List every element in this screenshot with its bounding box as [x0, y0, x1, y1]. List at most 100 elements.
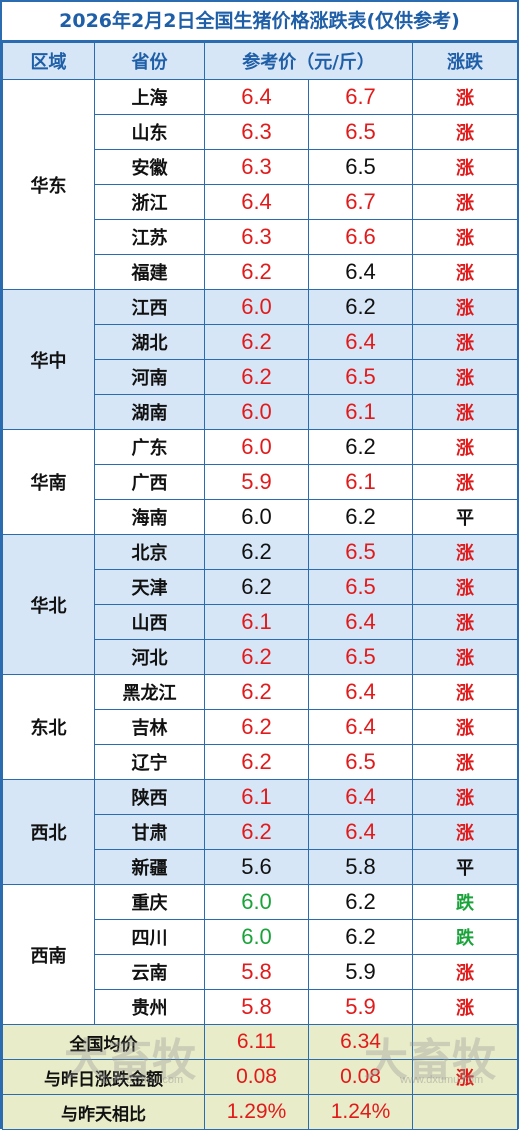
table-row: 湖南 6.0 6.1 涨 — [3, 394, 519, 430]
trend-cell: 涨 — [412, 149, 519, 185]
summary-row: 与昨日涨跌金额 0.08 0.08 涨 — [2, 1059, 519, 1095]
trend-cell: 涨 — [412, 114, 519, 150]
summary-trend — [412, 1094, 519, 1130]
trend-cell: 涨 — [412, 569, 519, 605]
price-cell-1: 6.2 — [204, 709, 309, 745]
summary-label: 与昨日涨跌金额 — [2, 1059, 205, 1095]
price-cell-1: 6.0 — [204, 499, 309, 535]
province-cell: 陕西 — [94, 779, 205, 815]
table-row: 湖北 6.2 6.4 涨 — [3, 324, 519, 360]
price-cell-2: 6.7 — [307, 184, 414, 220]
price-cell-1: 6.2 — [204, 254, 309, 290]
table-row: 四川 6.0 6.2 跌 — [3, 919, 519, 955]
summary-value-2: 1.24% — [307, 1094, 414, 1130]
trend-cell: 涨 — [412, 324, 519, 360]
province-cell: 北京 — [94, 534, 205, 570]
table-row: 华南 广东 6.0 6.2 涨 — [2, 429, 519, 535]
price-cell-2: 6.1 — [307, 464, 414, 500]
province-cell: 天津 — [94, 569, 205, 605]
region-cell: 华南 — [2, 429, 95, 535]
price-cell-2: 6.4 — [307, 674, 414, 710]
province-cell: 浙江 — [94, 184, 205, 220]
price-cell-1: 6.3 — [204, 149, 309, 185]
summary-row: 与昨天相比 1.29% 1.24% — [2, 1094, 519, 1130]
province-cell: 四川 — [94, 919, 205, 955]
price-cell-2: 6.4 — [307, 254, 414, 290]
price-cell-2: 6.4 — [307, 779, 414, 815]
price-cell-2: 6.4 — [307, 324, 414, 360]
province-cell: 贵州 — [94, 989, 205, 1025]
province-cell: 河南 — [94, 359, 205, 395]
header-price: 参考价（元/斤） — [203, 42, 414, 80]
trend-cell: 跌 — [412, 884, 519, 920]
price-cell-1: 6.4 — [204, 79, 309, 115]
price-cell-2: 6.2 — [307, 919, 414, 955]
table-row: 山东 6.3 6.5 涨 — [3, 114, 519, 150]
trend-cell: 涨 — [412, 254, 519, 290]
price-cell-2: 6.2 — [307, 429, 414, 465]
trend-cell: 涨 — [412, 604, 519, 640]
region-cell: 华东 — [2, 79, 95, 290]
price-cell-1: 6.2 — [204, 569, 309, 605]
trend-cell: 涨 — [412, 674, 519, 710]
province-cell: 安徽 — [94, 149, 205, 185]
trend-cell: 涨 — [412, 709, 519, 745]
price-cell-2: 6.5 — [307, 744, 414, 780]
trend-cell: 涨 — [412, 989, 519, 1025]
price-table: 区域 省份 参考价（元/斤） 涨跌 华东 上海 6.4 6.7 涨山东 6.3 6.5 涨安徽… — [2, 42, 519, 1130]
summary-value-2: 6.34 — [307, 1024, 414, 1060]
summary-label: 与昨天相比 — [2, 1094, 205, 1130]
summary-value-1: 0.08 — [204, 1059, 309, 1095]
province-cell: 江西 — [94, 289, 205, 325]
price-cell-1: 6.0 — [204, 884, 309, 920]
header-row: 区域 省份 参考价（元/斤） 涨跌 — [2, 42, 519, 80]
table-row: 河南 6.2 6.5 涨 — [3, 359, 519, 395]
price-cell-2: 6.5 — [307, 149, 414, 185]
price-cell-2: 6.6 — [307, 219, 414, 255]
price-cell-1: 6.4 — [204, 184, 309, 220]
summary-value-1: 6.11 — [204, 1024, 309, 1060]
trend-cell: 涨 — [412, 814, 519, 850]
trend-cell: 涨 — [412, 464, 519, 500]
price-cell-2: 6.2 — [307, 289, 414, 325]
trend-cell: 涨 — [412, 779, 519, 815]
header-province: 省份 — [94, 42, 205, 80]
summary-value-2: 0.08 — [307, 1059, 414, 1095]
price-cell-2: 6.2 — [307, 499, 414, 535]
price-cell-1: 6.2 — [204, 674, 309, 710]
table-row: 天津 6.2 6.5 涨 — [3, 569, 519, 605]
province-cell: 上海 — [94, 79, 205, 115]
province-cell: 江苏 — [94, 219, 205, 255]
province-cell: 新疆 — [94, 849, 205, 885]
region-cell: 华北 — [2, 534, 95, 675]
price-cell-1: 6.2 — [204, 814, 309, 850]
region-cell: 西北 — [2, 779, 95, 885]
table-row: 贵州 5.8 5.9 涨 — [3, 989, 519, 1025]
header-region: 区域 — [2, 42, 95, 80]
price-cell-2: 6.5 — [307, 534, 414, 570]
province-cell: 辽宁 — [94, 744, 205, 780]
price-cell-2: 6.2 — [307, 884, 414, 920]
trend-cell: 涨 — [412, 394, 519, 430]
table-row: 广西 5.9 6.1 涨 — [3, 464, 519, 500]
price-cell-2: 6.4 — [307, 814, 414, 850]
table-row: 江苏 6.3 6.6 涨 — [3, 219, 519, 255]
price-cell-1: 6.2 — [204, 359, 309, 395]
price-cell-1: 6.1 — [204, 604, 309, 640]
province-cell: 河北 — [94, 639, 205, 675]
province-cell: 山西 — [94, 604, 205, 640]
trend-cell: 涨 — [412, 639, 519, 675]
price-cell-2: 6.5 — [307, 569, 414, 605]
price-cell-1: 6.2 — [204, 324, 309, 360]
table-row: 甘肃 6.2 6.4 涨 — [3, 814, 519, 850]
price-cell-2: 6.4 — [307, 709, 414, 745]
price-cell-1: 6.2 — [204, 744, 309, 780]
price-cell-1: 6.1 — [204, 779, 309, 815]
province-cell: 海南 — [94, 499, 205, 535]
price-cell-2: 6.5 — [307, 639, 414, 675]
trend-cell: 涨 — [412, 744, 519, 780]
price-cell-2: 6.1 — [307, 394, 414, 430]
trend-cell: 平 — [412, 499, 519, 535]
trend-cell: 涨 — [412, 954, 519, 990]
